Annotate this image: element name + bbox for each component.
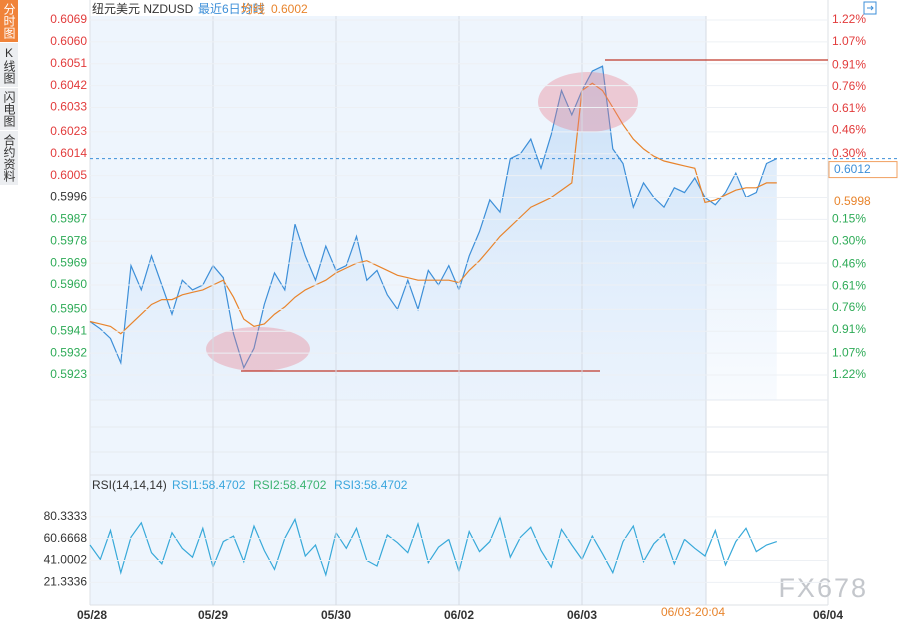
y-tick-label: 80.3333 — [44, 509, 88, 523]
tab[interactable]: 分时图 — [0, 0, 18, 43]
tab[interactable]: 合约资料 — [0, 131, 18, 186]
y2-tick-label: 0.30% — [832, 233, 866, 247]
average-marker-label: 0.5998 — [834, 194, 871, 208]
y-tick-label: 0.5996 — [50, 190, 87, 204]
y2-tick-label: 0.15% — [832, 211, 866, 225]
y2-tick-label: 1.07% — [832, 345, 866, 359]
legend-entry: RSI2:58.4702 — [253, 478, 327, 492]
y-tick-label: 21.3336 — [44, 574, 88, 588]
last-price-label: 0.6012 — [834, 162, 871, 176]
y-tick-label: 0.6014 — [50, 146, 87, 160]
last-price-box — [828, 161, 898, 179]
y2-tick-label: 0.76% — [832, 300, 866, 314]
y-tick-label: 0.5923 — [50, 367, 87, 381]
y-tick-label: 0.6051 — [50, 56, 87, 70]
series-line — [89, 515, 777, 578]
plot — [89, 65, 778, 578]
x-tick-label: 05/30 — [321, 608, 351, 622]
x-tick-label: 06/02 — [444, 608, 474, 622]
legend-value: 0.6002 — [271, 2, 308, 16]
y2-tick-label: 1.22% — [832, 12, 866, 26]
y-tick-label: 0.5978 — [50, 233, 87, 247]
y-tick-label: 60.6668 — [44, 531, 88, 545]
y-tick-label: 0.5969 — [50, 255, 87, 269]
y2-tick-label: 1.22% — [832, 367, 866, 381]
y-tick-label: 41.0002 — [44, 553, 88, 567]
y-tick-label: 0.6005 — [50, 168, 87, 182]
x-tick-label: 05/28 — [77, 608, 107, 622]
y-tick-label: 0.5987 — [50, 212, 87, 226]
expand-icon[interactable] — [863, 1, 877, 15]
y-tick-label: 0.5932 — [50, 345, 87, 359]
legend-entry: RSI3:58.4702 — [334, 478, 408, 492]
average-line — [89, 82, 777, 335]
tab[interactable]: 闪电图 — [0, 88, 18, 131]
y-tick-label: 0.6060 — [50, 34, 87, 48]
y2-tick-label: 0.30% — [832, 146, 866, 160]
y-tick-label: 0.5950 — [50, 302, 87, 316]
tab[interactable]: K线图 — [0, 43, 18, 88]
y-tick-label: 0.6042 — [50, 78, 87, 92]
legend-entry: RSI1:58.4702 — [172, 478, 246, 492]
y2-tick-label: 0.61% — [832, 278, 866, 292]
y-tick-label: 0.5960 — [50, 277, 87, 291]
chart-title: 纽元美元 NZDUSD — [92, 2, 194, 16]
y2-tick-label: 1.07% — [832, 34, 866, 48]
crosshair-time: 06/03-20:04 — [661, 605, 725, 619]
y-tick-label: 0.6023 — [50, 124, 87, 138]
y-tick-label: 0.6033 — [50, 100, 87, 114]
y-tick-label: 0.5941 — [50, 323, 87, 337]
y2-tick-label: 0.61% — [832, 101, 866, 115]
y2-tick-label: 0.76% — [832, 79, 866, 93]
watermark: FX678 — [778, 573, 868, 603]
sidebar: 分时图 K线图 闪电图 合约资料 — [0, 0, 18, 186]
legend-label: 均线 — [241, 2, 265, 16]
expand-icon-arrow — [867, 5, 874, 11]
highlight — [538, 72, 638, 132]
y2-tick-label: 0.91% — [832, 322, 866, 336]
y-tick-label: 0.6069 — [50, 12, 87, 26]
x-tick-label: 06/04 — [813, 608, 843, 622]
x-tick-label: 05/29 — [198, 608, 228, 622]
chart-subtitle: 最近6日分时 — [198, 2, 265, 16]
y2-tick-label: 0.46% — [832, 123, 866, 137]
series-line — [89, 65, 778, 370]
rsi-title: RSI(14,14,14) — [92, 478, 167, 492]
y2-tick-label: 0.46% — [832, 257, 866, 271]
highlight — [206, 327, 310, 371]
x-tick-label: 06/03 — [567, 608, 597, 622]
y2-tick-label: 0.91% — [832, 57, 866, 71]
